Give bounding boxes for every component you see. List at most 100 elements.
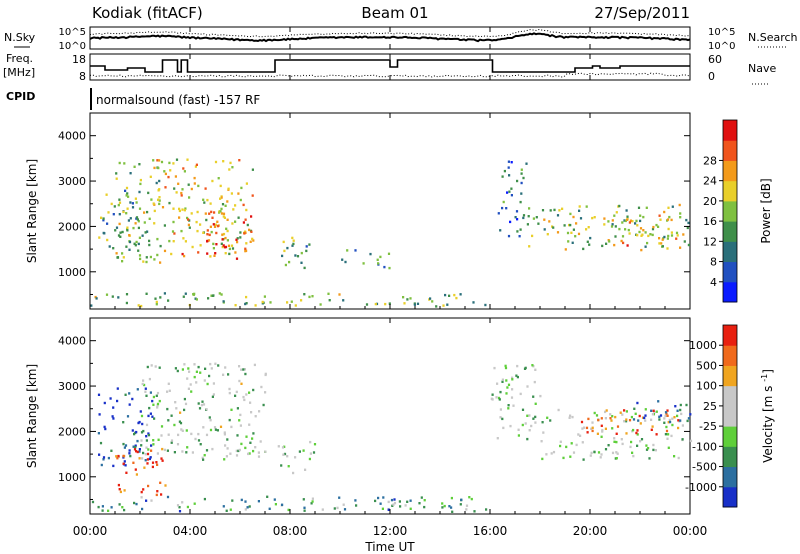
- velocity-echo-cell: [601, 429, 604, 432]
- velocity-echo-cell: [112, 464, 115, 468]
- velocity-echo-cell: [377, 496, 380, 500]
- power-echo-cell: [105, 193, 108, 196]
- velocity-colorbar-tick-label: -25: [699, 420, 717, 433]
- power-echo-cell: [245, 295, 248, 299]
- power-colorbar-swatch: [723, 120, 737, 141]
- velocity-echo-cell: [409, 499, 412, 502]
- velocity-echo-cell: [273, 498, 276, 501]
- velocity-echo-cell: [312, 451, 316, 454]
- velocity-echo-cell: [216, 429, 219, 432]
- power-echo-cell: [158, 179, 161, 183]
- power-echo-cell: [251, 168, 254, 171]
- velocity-echo-cell: [585, 426, 589, 430]
- velocity-echo-cell: [282, 453, 285, 456]
- power-echo-cell: [627, 228, 630, 232]
- power-echo-cell: [563, 224, 566, 227]
- power-echo-cell: [221, 233, 224, 236]
- velocity-echo-cell: [235, 449, 238, 453]
- velocity-echo-cell: [507, 383, 511, 386]
- velocity-echo-cell: [669, 420, 672, 424]
- power-echo-cell: [263, 295, 266, 298]
- power-echo-cell: [134, 197, 137, 200]
- power-colorbar-tick-label: 8: [710, 256, 717, 269]
- velocity-echo-cell: [625, 410, 628, 413]
- power-echo-cell: [163, 170, 166, 173]
- power-echo-cell: [537, 222, 540, 225]
- velocity-echo-cell: [178, 510, 182, 513]
- velocity-echo-cell: [333, 507, 336, 510]
- power-echo-cell: [575, 222, 578, 225]
- power-echo-cell: [564, 248, 567, 251]
- velocity-echo-cell: [123, 446, 126, 449]
- power-echo-cell: [206, 198, 209, 202]
- velocity-echo-cell: [166, 495, 170, 499]
- velocity-echo-cell: [511, 378, 514, 381]
- velocity-echo-cell: [203, 379, 206, 382]
- velocity-echo-cell: [685, 403, 688, 407]
- power-echo-cell: [520, 181, 523, 185]
- power-echo-cell: [242, 203, 245, 207]
- power-echo-cell: [139, 182, 142, 186]
- power-colorbar: 4 8 12 16 20 24 28: [703, 119, 738, 303]
- power-colorbar-swatch: [723, 160, 737, 182]
- velocity-echo-cell: [145, 439, 148, 442]
- velocity-echo-cell: [632, 428, 635, 432]
- velocity-echo-cell: [621, 442, 624, 446]
- power-echo-cell: [658, 214, 661, 217]
- velocity-echo-cell: [611, 427, 614, 430]
- velocity-echo-cell: [102, 458, 105, 461]
- velocity-echo-cell: [557, 408, 560, 412]
- power-colorbar-tick-label: 28: [703, 154, 717, 167]
- power-echo-cell: [128, 248, 131, 251]
- velocity-echo-cell: [195, 381, 198, 384]
- velocity-echo-cell: [170, 439, 174, 442]
- power-echo-cell: [251, 194, 254, 197]
- velocity-echo-cell: [591, 429, 594, 433]
- velocity-echo-cell: [645, 448, 649, 451]
- power-echo-cell: [254, 304, 257, 307]
- velocity-echo-cell: [131, 397, 134, 401]
- velocity-echo-cell: [211, 447, 214, 451]
- power-echo-cell: [222, 215, 225, 218]
- power-echo-cell: [220, 207, 223, 211]
- velocity-echo-cell: [580, 420, 584, 424]
- velocity-colorbar-swatch: [723, 345, 737, 366]
- power-echo-cell: [220, 293, 223, 296]
- power-echo-cell: [194, 165, 197, 168]
- velocity-echo-cell: [228, 391, 231, 395]
- velocity-echo-cell: [533, 380, 536, 384]
- velocity-echo-cell: [140, 439, 143, 442]
- velocity-echo-cell: [116, 387, 119, 390]
- power-echo-cell: [527, 215, 530, 218]
- velocity-echo-cell: [541, 457, 544, 461]
- power-echo-cell: [245, 242, 248, 245]
- velocity-echo-cell: [559, 440, 562, 443]
- power-echo-cell: [591, 216, 594, 220]
- power-echo-cell: [409, 297, 412, 300]
- velocity-colorbar-label-text: Velocity [m s: [761, 386, 775, 463]
- power-echo-cell: [123, 162, 126, 165]
- power-echo-cell: [379, 255, 382, 259]
- velocity-colorbar-tick-label: 25: [703, 400, 717, 413]
- power-echo-cell: [214, 223, 217, 226]
- power-echo-cell: [244, 249, 247, 253]
- power-echo-cell: [237, 192, 240, 195]
- velocity-echo-cell: [185, 451, 188, 454]
- velocity-echo-cell: [599, 456, 602, 459]
- velocity-echo-cell: [160, 434, 163, 437]
- power-echo-cell: [153, 166, 156, 170]
- power-echo-cell: [593, 216, 596, 219]
- power-echo-cell: [238, 159, 241, 162]
- velocity-echo-cell: [146, 365, 149, 369]
- velocity-echo-cell: [609, 413, 612, 416]
- velocity-echo-cell: [676, 409, 679, 412]
- power-echo-cell: [141, 234, 144, 237]
- velocity-echo-cell: [151, 415, 154, 418]
- velocity-echo-cell: [125, 471, 128, 474]
- power-echo-cell: [203, 201, 206, 204]
- power-echo-cell: [661, 245, 664, 248]
- velocity-echo-cell: [258, 410, 261, 413]
- power-echo-cell: [647, 234, 650, 238]
- power-echo-cell: [675, 237, 678, 240]
- power-echo-cell: [668, 215, 671, 219]
